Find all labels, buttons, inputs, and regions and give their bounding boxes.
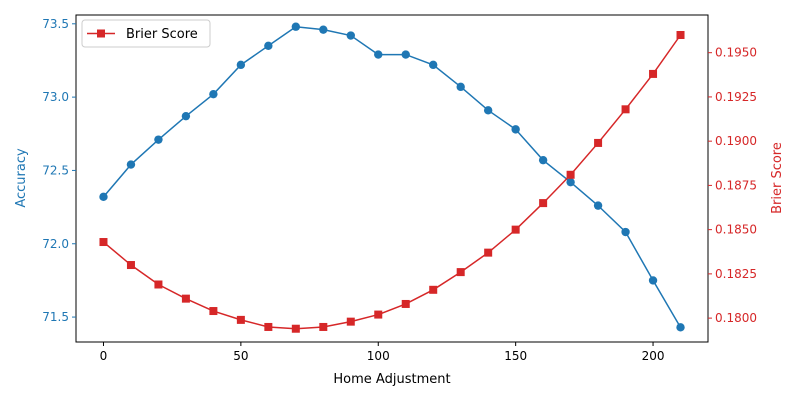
plot-area-frame bbox=[75, 14, 709, 343]
right-tick-label: 0.1900 bbox=[715, 134, 757, 148]
brier-score-point bbox=[236, 315, 245, 324]
accuracy-point bbox=[374, 50, 383, 59]
brier-score-point bbox=[484, 248, 493, 257]
accuracy-point bbox=[209, 89, 218, 99]
brier-score-point bbox=[374, 310, 383, 319]
left-axis-title: Accuracy bbox=[14, 148, 29, 208]
accuracy-point bbox=[401, 50, 410, 59]
accuracy-point bbox=[511, 125, 520, 134]
accuracy-point bbox=[236, 60, 246, 70]
x-axis-ticks: 0 50 100 150 200 bbox=[100, 342, 665, 363]
accuracy-point bbox=[566, 177, 575, 187]
brier-score-point bbox=[181, 294, 190, 303]
brier-score-point bbox=[99, 238, 108, 247]
brier-score-point bbox=[621, 105, 630, 114]
right-tick-label: 0.1925 bbox=[715, 90, 757, 104]
accuracy-point bbox=[99, 192, 108, 202]
accuracy-point bbox=[264, 41, 273, 50]
brier-score-point bbox=[539, 199, 548, 208]
x-tick-label: 200 bbox=[642, 349, 665, 363]
right-tick-label: 0.1800 bbox=[715, 311, 757, 325]
accuracy-point bbox=[593, 201, 603, 210]
series-accuracy bbox=[99, 22, 685, 332]
brier-score-point bbox=[126, 261, 135, 270]
accuracy-point bbox=[154, 135, 163, 144]
brier-score-point bbox=[649, 69, 658, 78]
x-tick-label: 50 bbox=[233, 349, 248, 363]
legend-label-brier: Brier Score bbox=[126, 27, 198, 42]
x-tick-label: 0 bbox=[100, 349, 108, 363]
brier-score-point bbox=[511, 225, 520, 234]
right-tick-label: 0.1950 bbox=[715, 46, 757, 60]
left-tick-label: 73.5 bbox=[42, 17, 69, 31]
accuracy-point bbox=[483, 106, 493, 115]
right-axis-ticks: 0.1800 0.1825 0.1850 0.1875 0.1900 0.1925 0.19… bbox=[708, 46, 757, 325]
left-tick-label: 72.5 bbox=[42, 163, 69, 177]
legend-marker-brier bbox=[97, 29, 105, 38]
left-tick-label: 71.5 bbox=[42, 310, 69, 324]
right-tick-label: 0.1825 bbox=[715, 267, 757, 281]
brier-score-point bbox=[401, 299, 410, 308]
left-tick-label: 73.0 bbox=[42, 90, 69, 104]
accuracy-point bbox=[126, 160, 136, 169]
legend-box bbox=[81, 19, 211, 48]
x-tick-label: 150 bbox=[504, 349, 527, 363]
accuracy-point bbox=[346, 31, 355, 40]
right-axis-title: Brier Score bbox=[770, 142, 785, 214]
accuracy-point bbox=[621, 227, 630, 237]
brier-score-point bbox=[319, 322, 328, 331]
accuracy-point bbox=[319, 25, 328, 34]
brier-score-point bbox=[594, 138, 603, 147]
brier-score-point bbox=[566, 170, 575, 179]
left-axis-ticks: 71.5 72.0 72.5 73.0 73.5 bbox=[42, 17, 76, 324]
accuracy-point bbox=[456, 82, 465, 92]
brier-score-point bbox=[676, 30, 685, 39]
right-tick-label: 0.1875 bbox=[715, 178, 757, 192]
x-tick-label: 100 bbox=[367, 349, 390, 363]
brier-score-point bbox=[209, 307, 218, 316]
accuracy-point bbox=[648, 276, 658, 285]
brier-score-point bbox=[346, 317, 355, 326]
right-tick-label: 0.1850 bbox=[715, 223, 757, 237]
brier-score-point bbox=[291, 324, 300, 333]
series-brier-score bbox=[99, 30, 685, 333]
series-layer bbox=[99, 22, 685, 333]
left-tick-label: 72.0 bbox=[42, 237, 69, 251]
accuracy-line bbox=[102, 25, 682, 328]
x-axis-title: Home Adjustment bbox=[333, 372, 450, 387]
accuracy-point bbox=[291, 22, 301, 31]
brier-score-point bbox=[154, 280, 163, 289]
accuracy-point bbox=[429, 60, 438, 70]
brier-score-point bbox=[429, 285, 438, 294]
brier-score-point bbox=[456, 268, 465, 277]
legend: Brier Score bbox=[81, 19, 211, 48]
accuracy-point bbox=[181, 111, 191, 121]
brier-score-point bbox=[264, 322, 273, 331]
accuracy-point bbox=[538, 155, 548, 165]
accuracy-point bbox=[676, 323, 685, 332]
brier-score-line bbox=[102, 34, 682, 330]
